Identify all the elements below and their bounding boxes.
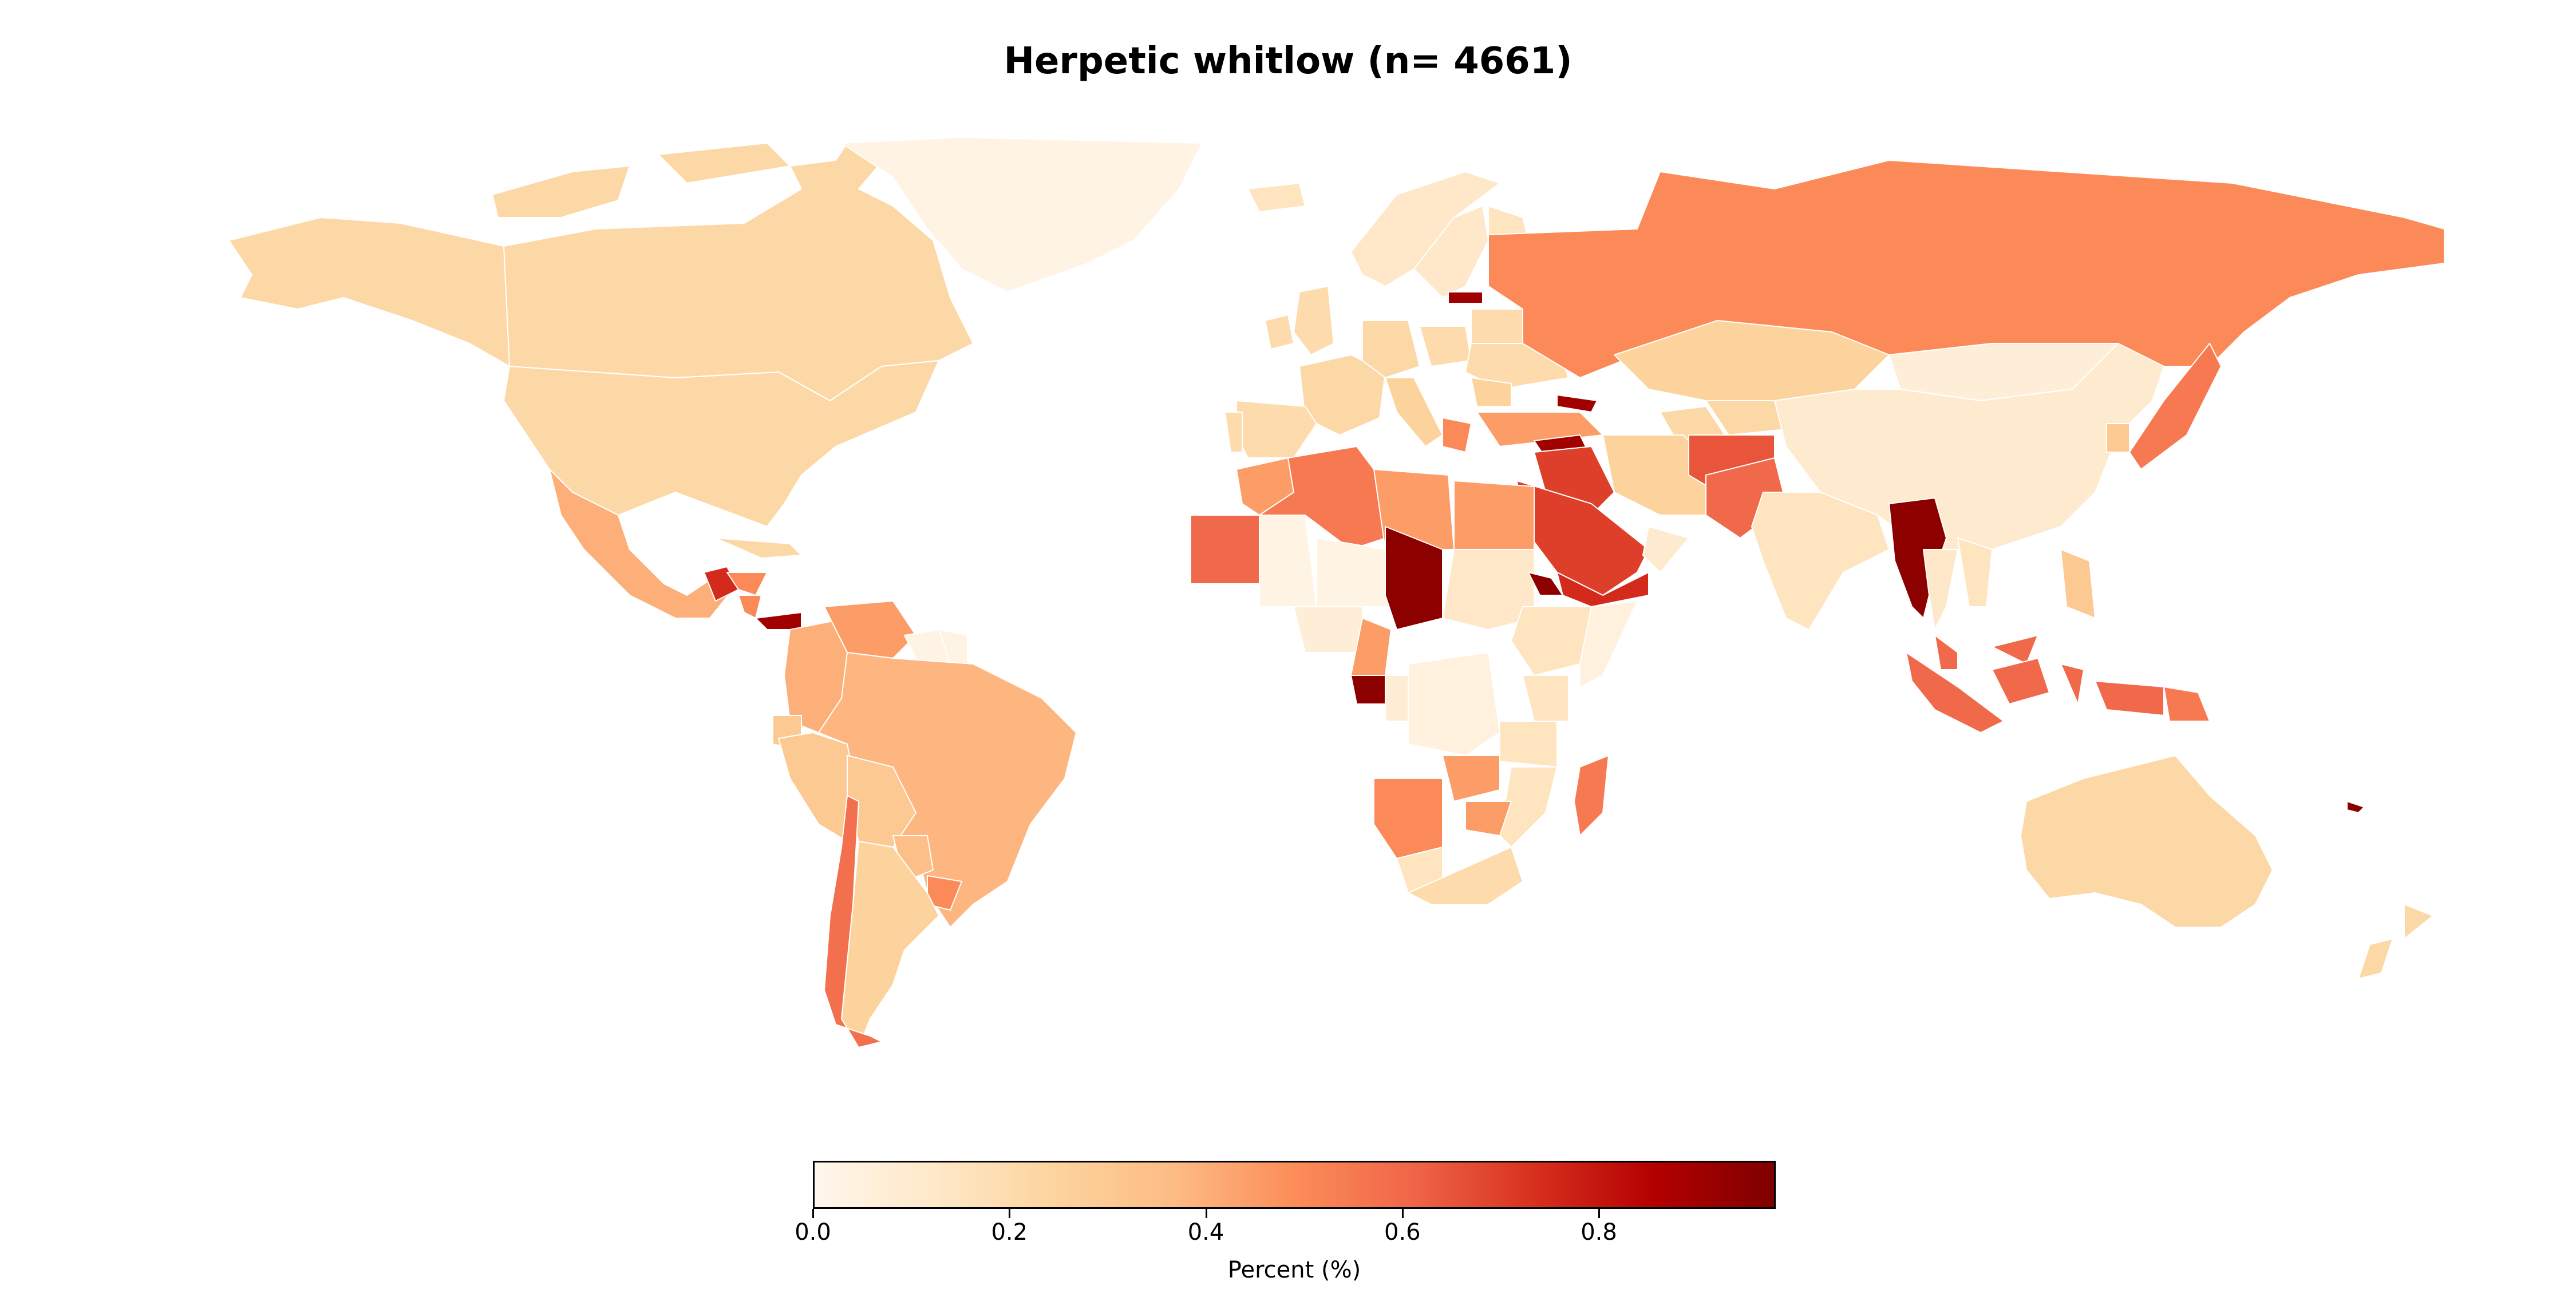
region-india xyxy=(1751,492,1890,630)
region-united-kingdom xyxy=(1293,286,1334,355)
region-australia xyxy=(2020,755,2273,928)
region-chile xyxy=(824,795,882,1048)
region-sudan xyxy=(1442,549,1535,630)
colorbar-tick-label: 0.8 xyxy=(1581,1219,1617,1245)
colorbar xyxy=(813,1161,1776,1209)
map-title: Herpetic whitlow (n= 4661) xyxy=(1003,40,1573,82)
region-venezuela xyxy=(824,600,916,659)
colorbar-tick xyxy=(1401,1209,1404,1218)
region-eritrea xyxy=(1528,572,1563,596)
region-dr-congo xyxy=(1408,652,1500,756)
region-solomon-islands xyxy=(2346,801,2365,813)
colorbar-tick-label: 0.6 xyxy=(1384,1219,1421,1245)
region-egypt xyxy=(1453,480,1535,550)
region-thailand xyxy=(1923,549,1958,630)
region-zambia xyxy=(1442,755,1500,802)
region-tanzania xyxy=(1499,721,1558,768)
region-layer xyxy=(228,137,2445,1048)
region-latvia xyxy=(1448,291,1483,304)
region-south-africa xyxy=(1408,847,1523,905)
region-spain xyxy=(1236,400,1317,458)
region-panama xyxy=(755,612,802,630)
region-mauritania xyxy=(1190,515,1260,584)
colorbar-tick xyxy=(1598,1209,1601,1218)
region-papua-new-guinea xyxy=(2163,686,2210,722)
region-cuba xyxy=(715,537,802,559)
region-romania xyxy=(1471,377,1512,407)
region-angola xyxy=(1373,778,1443,859)
region-russia xyxy=(1488,160,2445,378)
region-iraq xyxy=(1534,446,1615,516)
region-oman xyxy=(1642,526,1689,573)
region-philippines xyxy=(2060,549,2096,619)
region-germany xyxy=(1362,320,1420,378)
region-kazakhstan xyxy=(1614,320,1890,401)
region-ethiopia xyxy=(1511,606,1592,676)
region-nigeria xyxy=(1293,606,1363,653)
region-portugal xyxy=(1224,412,1243,453)
colorbar-tick xyxy=(812,1209,814,1218)
colorbar-tick-label: 0.0 xyxy=(795,1219,831,1245)
colorbar-label: Percent (%) xyxy=(1227,1257,1361,1283)
region-somalia xyxy=(1579,600,1638,687)
colorbar-tick xyxy=(1009,1209,1011,1218)
region-south-korea xyxy=(2106,423,2130,453)
region-poland xyxy=(1419,326,1472,367)
region-georgia xyxy=(1556,394,1598,413)
region-vietnam xyxy=(1957,537,1993,607)
region-ireland xyxy=(1265,314,1294,350)
region-greenland xyxy=(841,137,1203,292)
region-madagascar xyxy=(1574,755,1609,836)
region-greece xyxy=(1442,417,1472,453)
world-map xyxy=(228,137,2445,1048)
colorbar-tick xyxy=(1205,1209,1207,1218)
region-belarus xyxy=(1471,309,1523,344)
region-indonesia xyxy=(1906,652,2164,733)
region-chad xyxy=(1385,526,1443,630)
region-gabon xyxy=(1350,675,1386,705)
colorbar-gradient xyxy=(815,1162,1774,1207)
region-congo xyxy=(1385,675,1409,722)
region-united-states xyxy=(503,360,939,527)
colorbar-tick-label: 0.2 xyxy=(991,1219,1028,1245)
region-mali xyxy=(1259,515,1317,607)
region-malaysia xyxy=(1934,635,2038,670)
region-kenya xyxy=(1522,675,1569,722)
region-new-zealand xyxy=(2358,904,2433,979)
region-zimbabwe xyxy=(1465,801,1512,836)
colorbar-tick-label: 0.4 xyxy=(1187,1219,1224,1245)
region-alaska xyxy=(228,217,510,367)
region-iceland xyxy=(1247,183,1306,212)
region-italy xyxy=(1385,377,1443,447)
region-nicaragua xyxy=(738,595,762,619)
